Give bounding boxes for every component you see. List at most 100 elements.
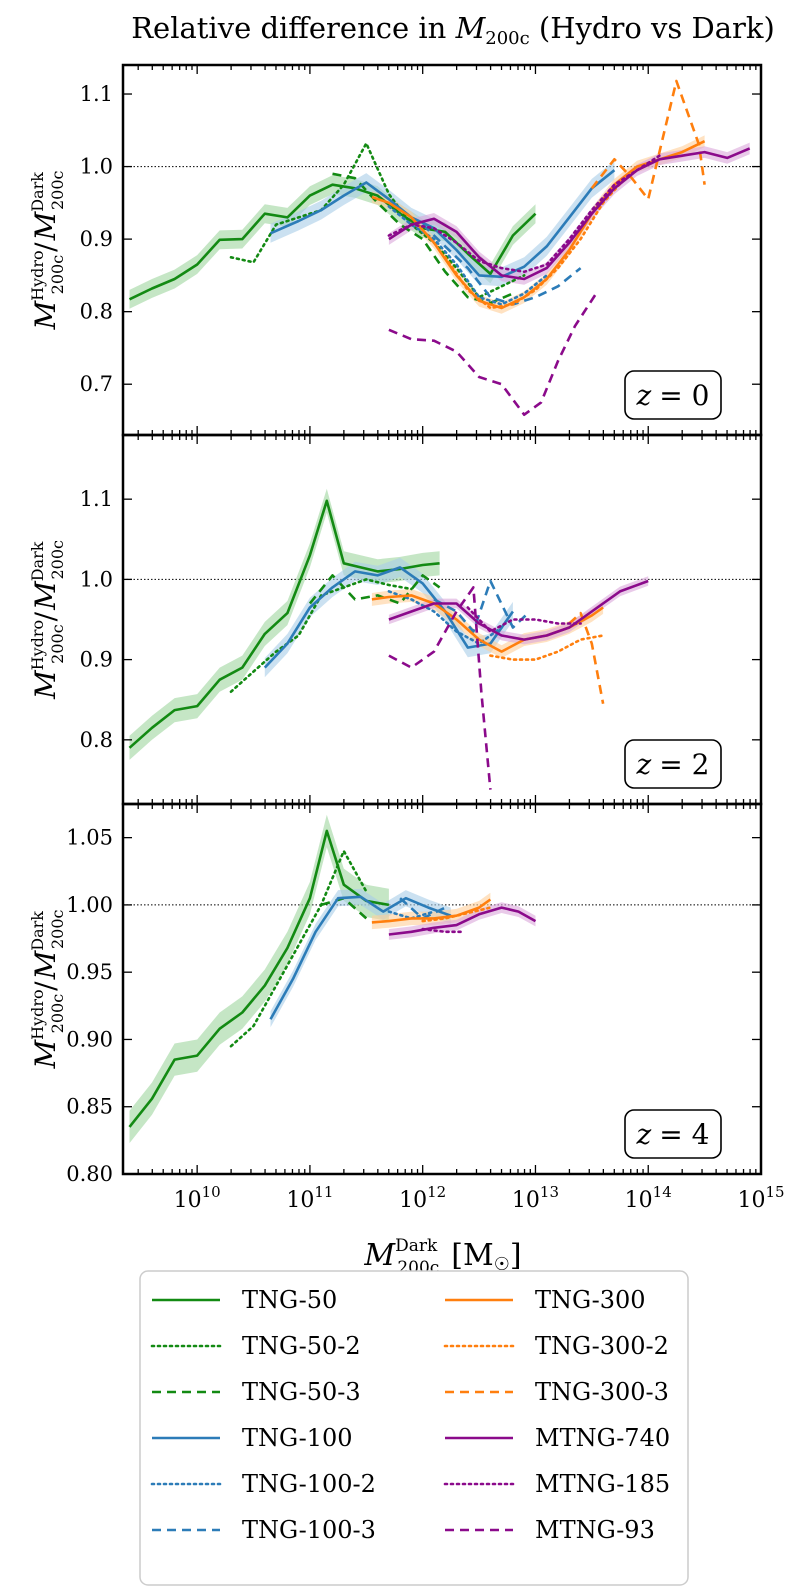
legend: TNG-50 TNG-50-2 TNG-50-3 TNG-100 TNG-100-2 TN… bbox=[139, 1270, 689, 1586]
series-TNG-50 bbox=[128, 183, 537, 301]
redshift-label-box bbox=[624, 739, 722, 789]
series-TNG-100-3 bbox=[421, 223, 582, 306]
redshift-label-box bbox=[624, 1109, 722, 1159]
legend-label: MTNG-93 bbox=[535, 1516, 655, 1544]
legend-label: TNG-50-2 bbox=[242, 1332, 361, 1360]
plot-area bbox=[128, 79, 751, 417]
panel-1: 0.8 0.9 1.0 1.1 MHydro200c/MDark200c z = 2 bbox=[28, 433, 763, 806]
legend-label: TNG-100-3 bbox=[242, 1516, 376, 1544]
x-tick-label: 1014 bbox=[625, 1183, 672, 1213]
series-TNG-50-2 bbox=[229, 142, 526, 299]
x-tick-labels: 1010 1011 1012 1013 1014 1015 bbox=[174, 1183, 785, 1213]
band-TNG-50 bbox=[129, 488, 440, 760]
y-tick-label: 0.85 bbox=[66, 1095, 113, 1119]
legend-items: TNG-50 TNG-50-2 TNG-50-3 TNG-100 TNG-100-2 TN… bbox=[150, 1286, 670, 1544]
series-TNG-50-2 bbox=[229, 849, 368, 1048]
band-TNG-100 bbox=[264, 557, 513, 678]
legend-item-TNG-300: TNG-300 bbox=[445, 1286, 646, 1314]
series-TNG-300-3 bbox=[590, 79, 706, 201]
series-MTNG-740 bbox=[388, 579, 649, 641]
y-tick-label: 1.05 bbox=[66, 826, 113, 850]
series-TNG-100 bbox=[269, 169, 616, 279]
redshift-label-box bbox=[624, 370, 722, 420]
band-TNG-100 bbox=[270, 160, 615, 287]
panel-0: 0.7 0.8 0.9 1.0 1.1 MHydro200c/MDark200c z = 0 bbox=[28, 63, 763, 437]
legend-item-MTNG-185: MTNG-185 bbox=[443, 1470, 670, 1498]
legend-item-TNG-300-3: TNG-300-3 bbox=[445, 1378, 669, 1406]
legend-label: MTNG-740 bbox=[535, 1424, 670, 1452]
series-MTNG-740 bbox=[388, 147, 751, 281]
series-TNG-300-2 bbox=[421, 906, 492, 923]
legend-label: TNG-50 bbox=[242, 1286, 337, 1314]
legend-label: TNG-100-2 bbox=[242, 1470, 376, 1498]
series-TNG-300 bbox=[371, 898, 492, 924]
x-axis-label: MDark 200c [M☉] bbox=[363, 1236, 521, 1278]
y-tick-label: 0.8 bbox=[80, 728, 113, 752]
axes-frame bbox=[121, 802, 763, 1176]
plot-area bbox=[128, 814, 537, 1144]
legend-item-TNG-50-2: TNG-50-2 bbox=[150, 1332, 361, 1360]
series-MTNG-740 bbox=[388, 906, 537, 936]
y-tick-label: 0.8 bbox=[80, 300, 113, 324]
y-axis-label: MHydro200c/MDark200c bbox=[28, 909, 67, 1069]
series-TNG-50-2 bbox=[229, 578, 413, 694]
x-tick-label: 1015 bbox=[737, 1183, 784, 1213]
series-TNG-300-3 bbox=[568, 611, 605, 704]
y-tick-label: 0.95 bbox=[66, 960, 113, 984]
legend-item-TNG-100-3: TNG-100-3 bbox=[152, 1516, 376, 1544]
panel-2: 0.80 0.85 0.90 0.95 1.00 1.05 MHydro200c/MDark… bbox=[28, 802, 763, 1186]
redshift-label: z = 4 bbox=[636, 1118, 710, 1151]
band-TNG-50 bbox=[129, 814, 389, 1144]
y-tick-label: 1.0 bbox=[80, 567, 113, 591]
chart-title: Relative difference in M200c (Hydro vs D… bbox=[131, 11, 775, 49]
x-tick-label: 1011 bbox=[286, 1183, 333, 1213]
redshift-label: z = 0 bbox=[636, 379, 710, 412]
legend-item-TNG-100-2: TNG-100-2 bbox=[150, 1470, 376, 1498]
legend-item-MTNG-740: MTNG-740 bbox=[445, 1424, 670, 1452]
legend-item-TNG-50: TNG-50 bbox=[152, 1286, 337, 1314]
series-MTNG-93 bbox=[388, 290, 599, 417]
series-TNG-100 bbox=[269, 895, 452, 1020]
series-TNG-50 bbox=[128, 829, 390, 1128]
plot-area bbox=[128, 488, 649, 790]
legend-item-TNG-50-3: TNG-50-3 bbox=[152, 1378, 361, 1406]
y-tick-label: 0.80 bbox=[66, 1162, 113, 1186]
band-MTNG-740 bbox=[388, 142, 750, 285]
series-TNG-100-2 bbox=[387, 205, 549, 306]
band-TNG-100 bbox=[270, 888, 451, 1028]
legend-label: MTNG-185 bbox=[535, 1470, 670, 1498]
y-tick-label: 1.1 bbox=[80, 82, 113, 106]
y-tick-label: 0.90 bbox=[66, 1027, 113, 1051]
legend-label: TNG-300-3 bbox=[535, 1378, 669, 1406]
series-TNG-100-3 bbox=[433, 579, 531, 633]
series-MTNG-185 bbox=[466, 606, 582, 633]
band-MTNG-740 bbox=[388, 576, 649, 645]
y-tick-label: 1.1 bbox=[80, 487, 113, 511]
legend-label: TNG-300 bbox=[535, 1286, 646, 1314]
y-tick-label: 0.7 bbox=[80, 372, 113, 396]
series-TNG-300-2 bbox=[443, 176, 628, 310]
redshift-label: z = 2 bbox=[636, 748, 710, 781]
series-TNG-100 bbox=[263, 566, 514, 669]
legend-label: TNG-50-3 bbox=[242, 1378, 361, 1406]
series-MTNG-185 bbox=[421, 927, 464, 934]
series-TNG-300-2 bbox=[489, 634, 605, 661]
y-axis-label: MHydro200c/MDark200c bbox=[28, 540, 67, 700]
series-MTNG-185 bbox=[387, 154, 661, 274]
x-tick-label: 1013 bbox=[512, 1183, 559, 1213]
legend-item-MTNG-93: MTNG-93 bbox=[445, 1516, 655, 1544]
y-tick-label: 1.00 bbox=[66, 893, 113, 917]
series-MTNG-93 bbox=[388, 586, 492, 790]
x-tick-label: 1012 bbox=[399, 1183, 446, 1213]
legend-label: TNG-100 bbox=[242, 1424, 353, 1452]
y-tick-label: 0.9 bbox=[80, 227, 113, 251]
legend-label: TNG-300-2 bbox=[535, 1332, 669, 1360]
y-tick-label: 0.9 bbox=[80, 648, 113, 672]
legend-item-TNG-100: TNG-100 bbox=[152, 1424, 353, 1452]
y-axis-label: MHydro200c/MDark200c bbox=[28, 170, 67, 330]
x-tick-label: 1010 bbox=[174, 1183, 221, 1213]
legend-frame bbox=[139, 1270, 689, 1586]
y-tick-label: 1.0 bbox=[80, 155, 113, 179]
